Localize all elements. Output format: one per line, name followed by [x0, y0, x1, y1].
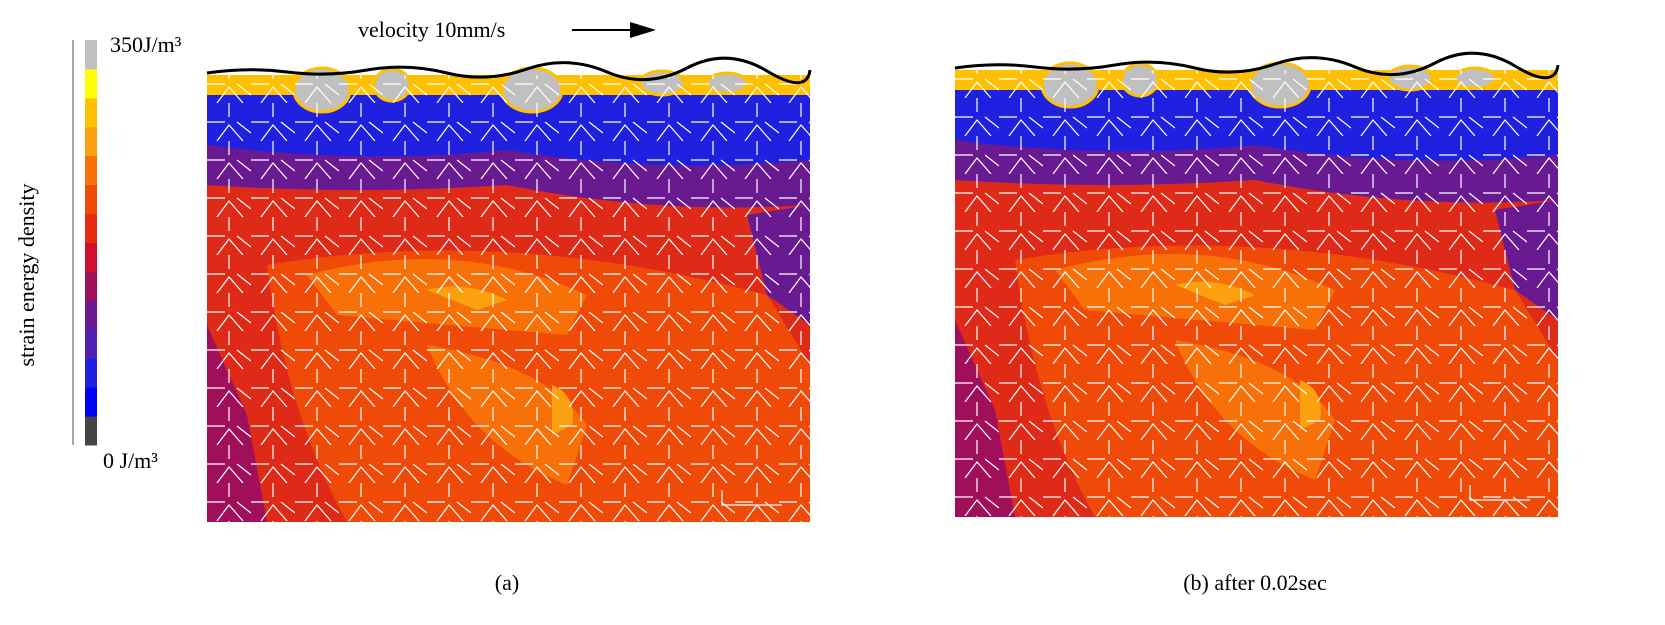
- colorbar-step: [85, 416, 97, 446]
- colorbar-step: [85, 68, 97, 99]
- colorbar-step: [85, 213, 97, 243]
- colorbar-step: [85, 97, 97, 128]
- contour-panel-b: [953, 51, 1560, 519]
- colorbar-min-label: 0 J/m³: [103, 448, 158, 473]
- caption: (b) after 0.02sec: [1183, 570, 1327, 595]
- colorbar-step: [85, 155, 97, 186]
- colorbar-step: [85, 184, 97, 215]
- annotation: velocity 10mm/s: [358, 17, 505, 42]
- caption: (a): [495, 570, 519, 595]
- colorbar-step: [85, 40, 97, 70]
- colorbar-title: strain energy density: [14, 184, 39, 367]
- colorbar-step: [85, 271, 97, 301]
- contour-panel-a: [205, 56, 812, 524]
- colorbar-step: [85, 300, 97, 330]
- arrow-head: [630, 22, 656, 38]
- colorbar-step: [85, 358, 97, 388]
- colorbar-step: [85, 329, 97, 359]
- colorbar-max-label: 350J/m³: [110, 32, 182, 57]
- colorbar-step: [85, 242, 97, 272]
- colorbar: [85, 40, 97, 446]
- colorbar-step: [85, 126, 97, 157]
- colorbar-step: [85, 387, 97, 417]
